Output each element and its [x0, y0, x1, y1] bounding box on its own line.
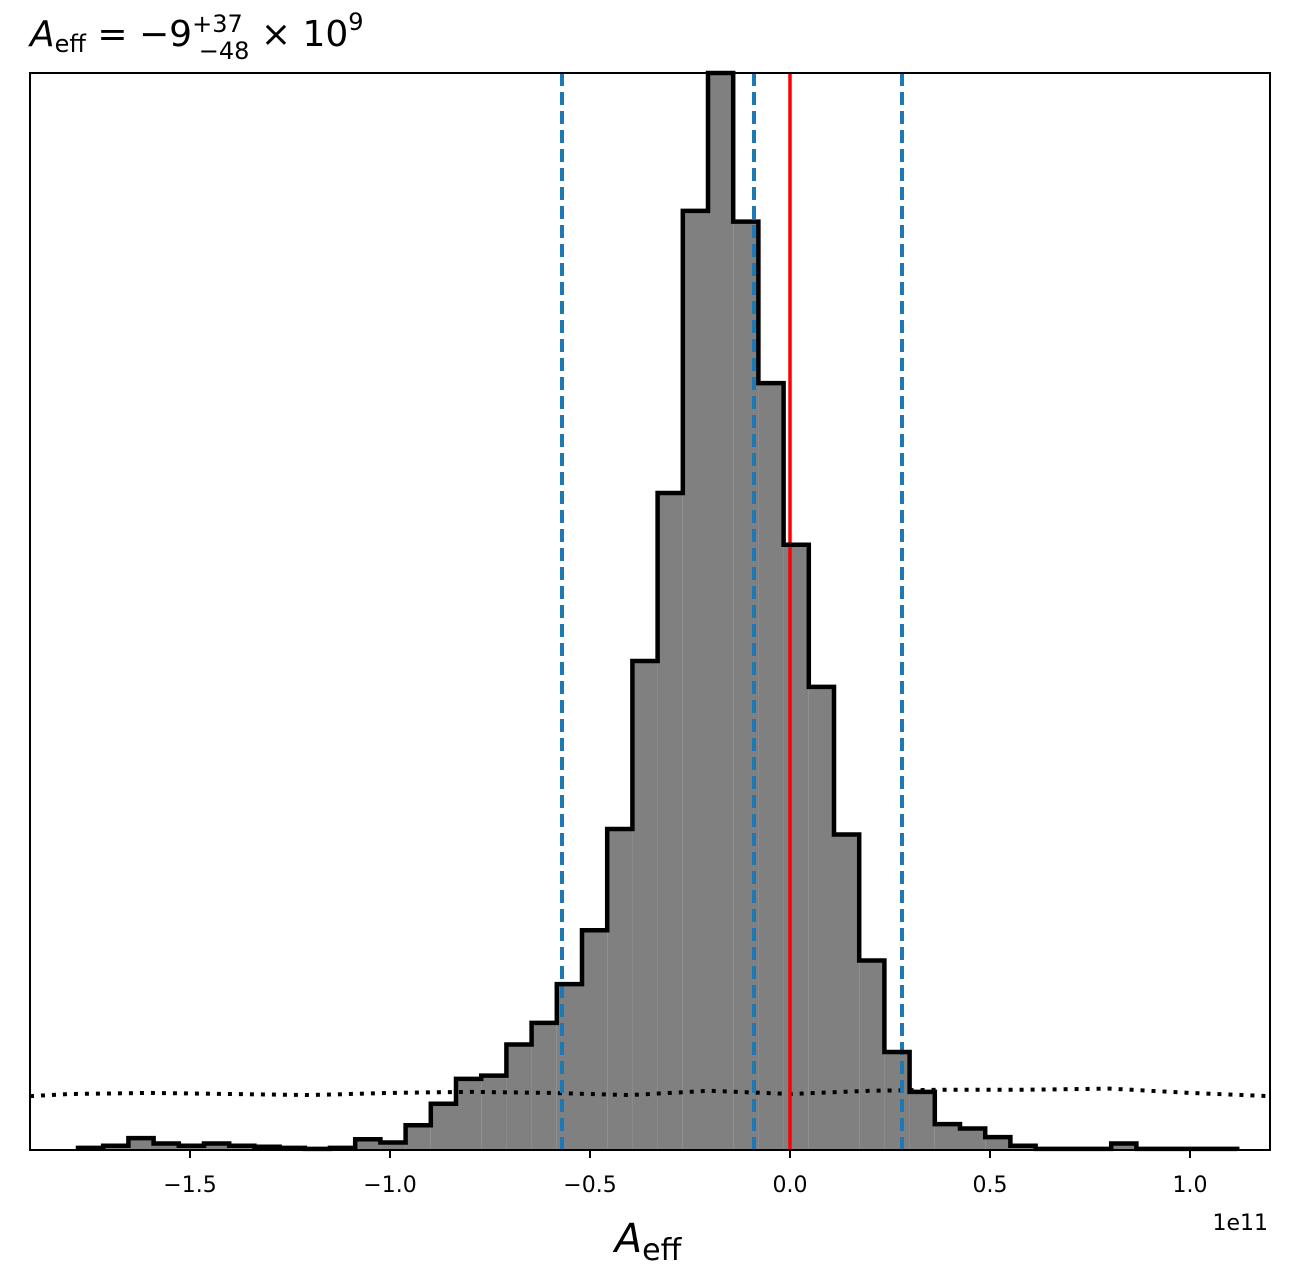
histogram-bar	[1111, 1143, 1137, 1150]
title-times: × 10	[249, 14, 348, 55]
histogram-bar	[657, 493, 683, 1150]
axes-frame	[29, 72, 1271, 1151]
histogram-bar	[506, 1044, 532, 1150]
x-tick-label: −0.5	[563, 1173, 616, 1198]
histogram-bar	[128, 1138, 154, 1150]
histogram-bar	[934, 1124, 960, 1150]
x-axis-label: Aeff	[612, 1216, 683, 1268]
histogram-bar	[632, 661, 658, 1150]
histogram-bar	[960, 1128, 986, 1150]
histogram-bar	[405, 1125, 431, 1150]
title-sup: +37	[192, 10, 243, 38]
histogram-bar	[783, 544, 809, 1150]
histogram-bar	[884, 1051, 910, 1150]
x-tick-label: −1.0	[363, 1173, 416, 1198]
histogram-bar	[859, 960, 885, 1150]
x-tick-label: 1.0	[1173, 1173, 1208, 1198]
xlabel-sub: eff	[642, 1233, 682, 1268]
x-ticks: −1.5 −1.0 −0.5 0.0 0.5 1.0	[163, 1150, 1208, 1198]
title-sub: −48	[199, 37, 250, 65]
histogram-bar	[531, 1022, 557, 1150]
histogram-bar	[380, 1142, 406, 1150]
title-var: A	[28, 14, 55, 55]
histogram-bar	[682, 210, 708, 1150]
histogram-bar	[708, 73, 734, 1150]
histogram-bar	[808, 686, 834, 1150]
x-tick-label: 0.5	[973, 1173, 1008, 1198]
title-var-sub: eff	[55, 30, 87, 58]
histogram-bar	[909, 1091, 935, 1150]
x-tick-label: −1.5	[163, 1173, 216, 1198]
title-exp: 9	[348, 8, 363, 36]
title-equals: = −9	[86, 14, 192, 55]
xlabel-var: A	[612, 1216, 642, 1262]
histogram-outline	[75, 70, 1240, 1152]
axes-frame-group	[29, 72, 1271, 1151]
histogram-bar	[430, 1103, 456, 1150]
x-offset-label: 1e11	[1212, 1211, 1268, 1236]
histogram-bar	[456, 1078, 482, 1150]
histogram-bar	[153, 1143, 179, 1150]
chart-title: Aeff = −9+37 −48 × 109	[28, 8, 364, 65]
histogram-bar	[204, 1143, 230, 1150]
histogram-bar	[985, 1137, 1011, 1150]
histogram-bar	[582, 930, 608, 1150]
histogram-bar	[834, 834, 860, 1150]
x-tick-label: 0.0	[773, 1173, 808, 1198]
histogram-bar	[355, 1139, 381, 1150]
histogram-bar	[758, 383, 784, 1150]
histogram-outline-group	[75, 70, 1240, 1152]
reference-lines	[560, 73, 904, 1150]
histogram-bar	[607, 829, 633, 1150]
histogram-bar	[481, 1075, 507, 1150]
